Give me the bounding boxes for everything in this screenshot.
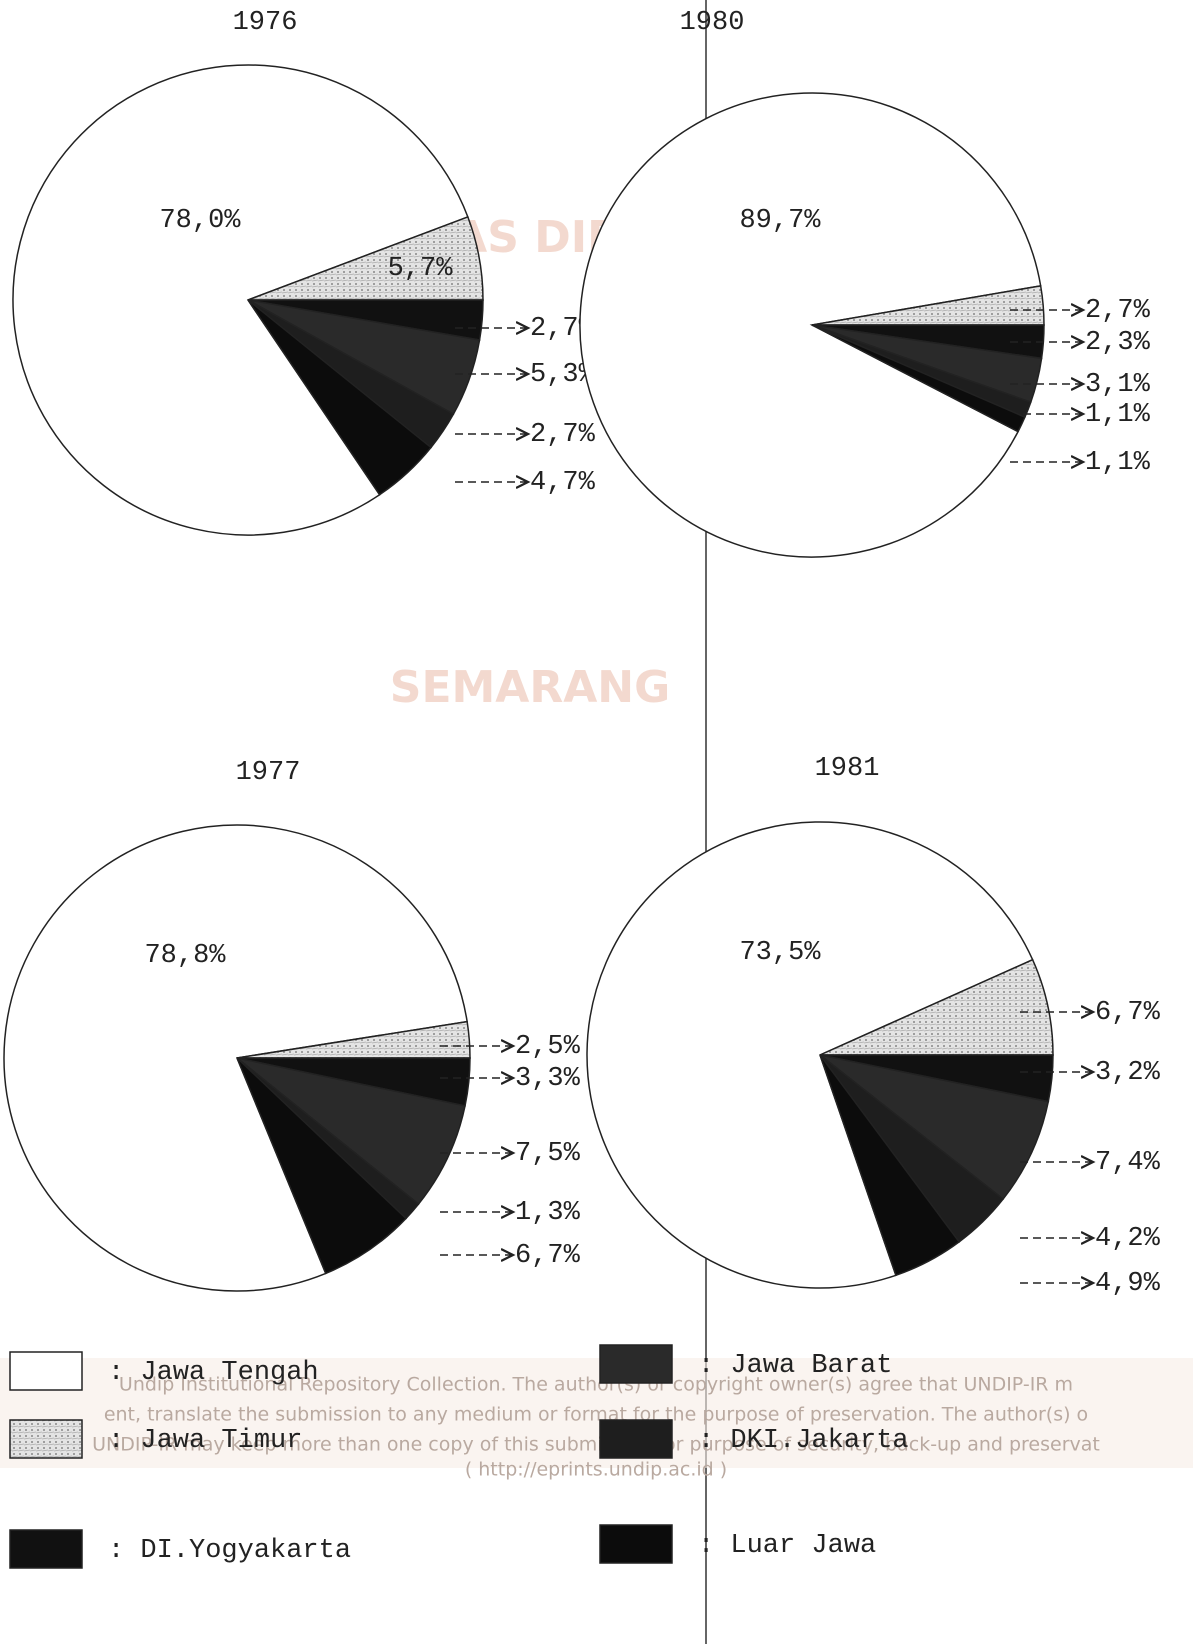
data-label: 3,3% (515, 1064, 581, 1094)
chart-title: 1977 (236, 758, 301, 788)
watermark-band (0, 1358, 1193, 1468)
data-label: 6,7% (515, 1241, 581, 1271)
data-label: 2,7% (530, 420, 596, 450)
legend-label: : Jawa Barat (698, 1351, 892, 1381)
data-label: 4,2% (1095, 1224, 1161, 1254)
data-label: 2,5% (515, 1032, 581, 1062)
pie-slice (586, 821, 1034, 1289)
legend-label: : DI.Yogyakarta (108, 1536, 351, 1566)
data-label: 2,3% (1085, 328, 1151, 358)
pie-slice (236, 1057, 408, 1275)
data-label: 4,7% (530, 468, 596, 498)
pie-slice (12, 64, 469, 536)
legend-label: : Jawa Timur (108, 1426, 302, 1456)
pie-slice (247, 299, 433, 496)
watermark-logo: SEMARANG (390, 662, 670, 713)
watermark-text: ent, translate the submission to any med… (104, 1404, 1088, 1426)
pie-slice (236, 1057, 466, 1206)
legend-swatch (9, 1419, 83, 1459)
pie-slice (819, 1054, 961, 1277)
data-label: 78,0% (159, 206, 241, 236)
watermark-text: Undip Institutional Repository Collectio… (119, 1374, 1073, 1396)
legend-swatch (9, 1529, 83, 1569)
data-label: 1,1% (1085, 400, 1151, 430)
pie-slice (819, 1054, 1050, 1201)
data-label: 7,4% (1095, 1148, 1161, 1178)
legend-label: : DKI.Jakarta (698, 1426, 909, 1456)
data-label: 7,5% (515, 1139, 581, 1169)
data-label: 1,3% (515, 1198, 581, 1228)
data-label: 5,7% (388, 254, 454, 284)
legend-swatch (599, 1344, 673, 1384)
data-label: 89,7% (739, 206, 821, 236)
pie-slice (3, 824, 468, 1292)
data-label: 4,9% (1095, 1269, 1161, 1299)
legend-swatch (599, 1419, 673, 1459)
pie-slice (579, 92, 1042, 558)
chart-title: 1976 (233, 8, 298, 38)
legend-swatch (599, 1524, 673, 1564)
watermark-text: UNDIP-IR may keep more than one copy of … (92, 1434, 1100, 1456)
legend-label: : Luar Jawa (698, 1531, 876, 1561)
data-label: 2,7% (1085, 296, 1151, 326)
data-label: 1,1% (1085, 448, 1151, 478)
chart-title: 1980 (680, 8, 745, 38)
pie-slice (811, 324, 1026, 433)
data-label: 73,5% (739, 938, 821, 968)
data-label: 78,8% (144, 941, 226, 971)
legend-swatch (9, 1351, 83, 1391)
data-label: 6,7% (1095, 998, 1161, 1028)
data-label: 3,1% (1085, 370, 1151, 400)
legend-label: : Jawa Tengah (108, 1358, 319, 1388)
data-label: 3,2% (1095, 1058, 1161, 1088)
watermark-text: ( http://eprints.undip.ac.id ) (465, 1459, 727, 1481)
chart-title: 1981 (815, 754, 880, 784)
